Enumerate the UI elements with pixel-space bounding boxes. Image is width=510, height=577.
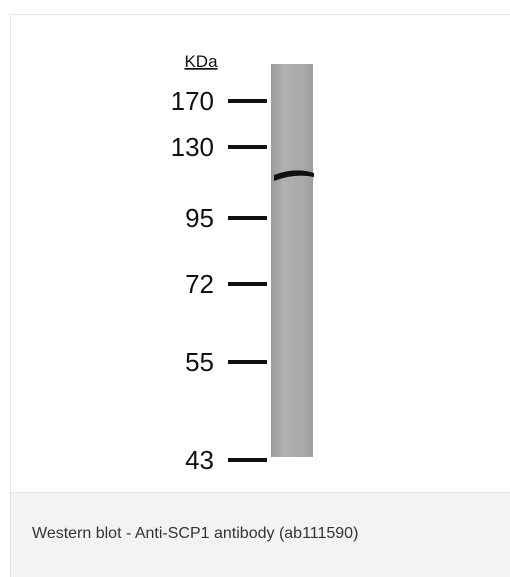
- marker-label: 95: [185, 203, 214, 233]
- marker-label: 170: [171, 86, 214, 116]
- marker-label: 55: [185, 347, 214, 377]
- figure-card: KDa 170 130 95 72 55 43 Western blot - Anti-S…: [10, 14, 510, 577]
- marker-dash: [228, 360, 267, 364]
- blot-image: KDa 170 130 95 72 55 43: [11, 15, 510, 492]
- page: KDa 170 130 95 72 55 43 Western blot - Anti-S…: [0, 0, 510, 577]
- marker-label: 130: [171, 132, 214, 162]
- marker-label: 43: [185, 445, 214, 475]
- marker-dash: [228, 99, 267, 103]
- marker-dash: [228, 145, 267, 149]
- unit-label: KDa: [184, 52, 218, 71]
- blot: KDa 170 130 95 72 55 43: [11, 15, 510, 492]
- marker-dash: [228, 282, 267, 286]
- lane: [271, 64, 313, 457]
- marker-dash: [228, 216, 267, 220]
- marker-label: 72: [185, 269, 214, 299]
- caption-bar: Western blot - Anti-SCP1 antibody (ab111…: [11, 492, 510, 577]
- caption: Western blot - Anti-SCP1 antibody (ab111…: [32, 525, 358, 543]
- marker-dash: [228, 458, 267, 462]
